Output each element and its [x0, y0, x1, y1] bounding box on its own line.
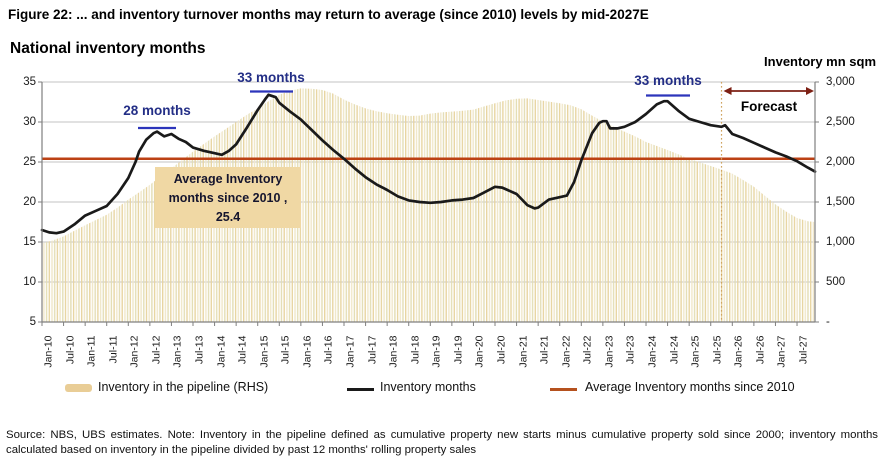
x-axis-tick-label: Jan-23: [603, 335, 616, 368]
x-axis-tick-label: Jan-27: [775, 335, 788, 368]
left-axis-tick-label: 35: [23, 76, 36, 88]
x-axis-tick-label: Jul-10: [64, 335, 77, 365]
legend-label-inventory-months: Inventory months: [380, 380, 476, 394]
left-axis-tick-label: 10: [23, 276, 36, 288]
x-axis-tick-label: Jan-20: [473, 335, 486, 368]
left-axis-tick-label: 25: [23, 156, 36, 168]
right-axis-tick-label: 500: [826, 276, 846, 288]
right-axis-tick-label: 3,000: [826, 76, 855, 88]
left-axis-title: National inventory months: [10, 40, 206, 57]
left-axis-tick-label: 15: [23, 236, 36, 248]
x-axis-tick-label: Jan-17: [344, 335, 357, 368]
x-axis-tick-label: Jan-11: [85, 335, 98, 367]
right-axis-tick-label: 2,000: [826, 156, 855, 168]
right-axis-tick-label: -: [826, 316, 830, 328]
left-axis-tick-label: 30: [23, 116, 36, 128]
average-box-value: 25.4: [215, 210, 241, 224]
x-axis-tick-label: Jul-22: [581, 335, 594, 365]
annotation-33-months-2015: 33 months: [237, 70, 305, 85]
x-axis-tick-label: Jan-21: [517, 335, 530, 368]
forecast-arrow-head-left: [723, 87, 732, 95]
legend-swatch-inventory-months-line: [347, 388, 374, 391]
average-box-line-2: months since 2010 ,: [168, 191, 288, 205]
x-axis-tick-label: Jul-27: [797, 335, 810, 365]
source-note: Source: NBS, UBS estimates. Note: Invent…: [6, 429, 878, 456]
average-inventory-callout-box: Average Inventory months since 2010 , 25…: [155, 167, 301, 228]
x-axis-tick-label: Jan-18: [387, 335, 400, 368]
x-axis-tick-label: Jan-26: [732, 335, 745, 368]
right-axis-title: Inventory mn sqm: [764, 54, 876, 69]
x-axis-tick-label: Jul-17: [366, 335, 379, 365]
legend-swatch-average-line: [550, 388, 577, 391]
x-axis-tick-label: Jul-19: [452, 335, 465, 365]
x-axis-tick-label: Jul-20: [495, 335, 508, 365]
x-axis-tick-label: Jul-12: [150, 335, 163, 365]
x-axis-tick-label: Jul-18: [409, 335, 422, 365]
x-axis-tick-label: Jan-13: [171, 335, 184, 368]
x-axis-tick-label: Jan-24: [646, 335, 659, 368]
axes: [38, 81, 819, 326]
x-axis-tick-label: Jul-21: [538, 335, 551, 365]
x-axis-tick-label: Jan-19: [430, 335, 443, 368]
left-axis-tick-label: 20: [23, 196, 36, 208]
forecast-arrow-head-right: [806, 87, 814, 95]
right-axis-tick-label: 1,000: [826, 236, 855, 248]
right-axis-tick-label: 2,500: [826, 116, 855, 128]
forecast-arrow: [723, 87, 814, 95]
figure-title: Figure 22: ... and inventory turnover mo…: [8, 7, 649, 22]
annotation-underlines: [138, 90, 690, 130]
left-axis-tick-label: 5: [29, 316, 36, 328]
x-axis-tick-label: Jan-14: [215, 335, 228, 368]
x-axis-tick-label: Jul-11: [107, 335, 120, 364]
forecast-label: Forecast: [740, 99, 798, 114]
x-axis-tick-label: Jul-26: [754, 335, 767, 365]
x-axis-tick-label: Jan-12: [128, 335, 141, 368]
x-axis-tick-label: Jul-23: [624, 335, 637, 365]
right-axis-tick-label: 1,500: [826, 196, 855, 208]
x-axis-tick-label: Jan-10: [42, 335, 55, 368]
average-box-line-1: Average Inventory: [173, 172, 283, 186]
x-axis-tick-label: Jan-15: [258, 335, 271, 368]
x-axis-tick-label: Jul-16: [322, 335, 335, 365]
x-axis-tick-label: Jul-24: [668, 335, 681, 365]
x-axis-tick-label: Jan-22: [560, 335, 573, 368]
x-axis-tick-label: Jan-25: [689, 335, 702, 368]
inventory-months-line-series: [40, 93, 817, 235]
x-axis-tick-label: Jul-13: [193, 335, 206, 365]
legend-label-pipeline: Inventory in the pipeline (RHS): [98, 380, 269, 394]
annotation-28-months: 28 months: [123, 103, 191, 118]
x-axis-tick-label: Jul-14: [236, 335, 249, 365]
legend-swatch-pipeline-area: [65, 384, 92, 392]
annotation-33-months-2024: 33 months: [634, 73, 702, 88]
x-axis-tick-label: Jul-25: [711, 335, 724, 365]
legend-label-average: Average Inventory months since 2010: [585, 380, 795, 394]
x-axis-tick-label: Jul-15: [279, 335, 292, 365]
x-axis-tick-label: Jan-16: [301, 335, 314, 368]
